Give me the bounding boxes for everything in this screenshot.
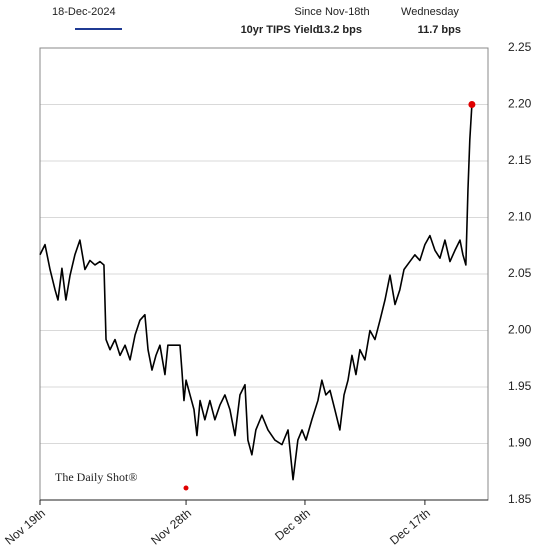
y-tick-label: 2.15 bbox=[508, 153, 532, 167]
stat-value: 13.2 bps bbox=[318, 24, 362, 36]
y-tick-label: 2.25 bbox=[508, 40, 532, 54]
series-line bbox=[39, 104, 473, 481]
legend-label: 10yr TIPS Yield bbox=[241, 24, 320, 36]
stat-value: 11.7 bps bbox=[418, 24, 461, 36]
logo-dot bbox=[183, 485, 189, 491]
stat-label: Since Nov-18th bbox=[294, 6, 369, 18]
x-tick-label: Dec 9th bbox=[272, 506, 313, 543]
stat-label: Wednesday bbox=[401, 6, 459, 18]
y-tick-label: 2.00 bbox=[508, 323, 532, 337]
end-marker bbox=[468, 101, 476, 108]
x-tick-label: Nov 28th bbox=[148, 506, 194, 548]
y-tick-label: 2.05 bbox=[508, 266, 532, 280]
y-tick-label: 1.90 bbox=[508, 436, 532, 450]
y-tick-label: 2.20 bbox=[508, 97, 532, 111]
x-tick-label: Nov 19th bbox=[2, 506, 48, 548]
source-logo: The Daily Shot® bbox=[55, 470, 137, 484]
y-tick-label: 1.95 bbox=[508, 379, 532, 393]
date: 18-Dec-2024 bbox=[52, 6, 116, 18]
y-tick-label: 2.10 bbox=[508, 210, 532, 224]
y-tick-label: 1.85 bbox=[508, 492, 532, 506]
x-tick-label: Dec 17th bbox=[387, 506, 433, 548]
